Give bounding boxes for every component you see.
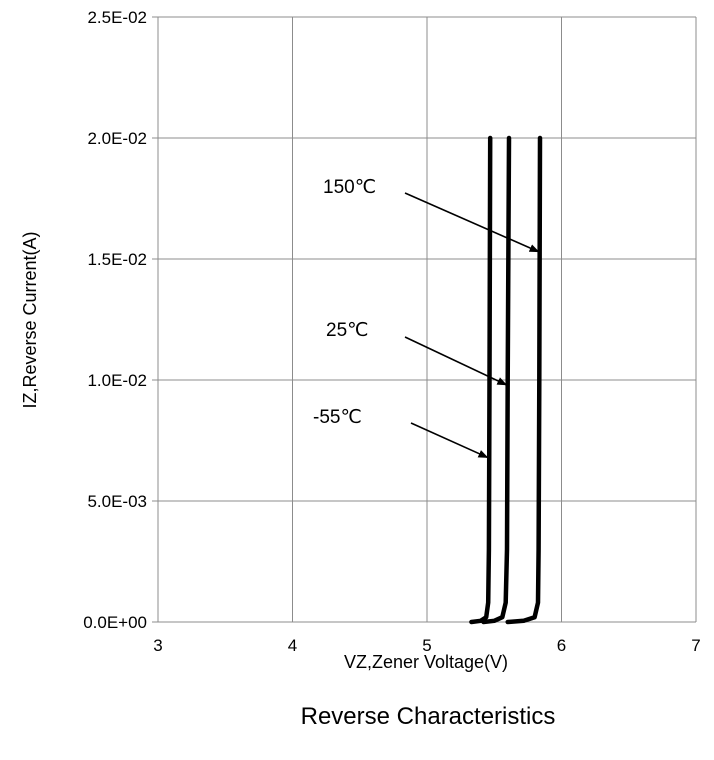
y-tick-label: 5.0E-03 — [87, 492, 147, 511]
x-tick-label: 4 — [288, 636, 297, 655]
series-line — [481, 135, 512, 625]
x-axis-title: VZ,Zener Voltage(V) — [344, 652, 508, 672]
y-axis-title: IZ,Reverse Current(A) — [20, 231, 40, 408]
x-tick-label: 6 — [557, 636, 566, 655]
tick-layer: 3 4 5 6 7 0.0E+00 5.0E-03 1.0E-02 1.5E-02 2.0E-02… — [83, 8, 701, 655]
y-tick-label: 2.5E-02 — [87, 8, 147, 27]
annotation-arrow — [404, 336, 508, 386]
y-tick-label: 1.5E-02 — [87, 250, 147, 269]
series-line — [505, 135, 543, 625]
x-tick-label: 3 — [153, 636, 162, 655]
x-tick-label: 5 — [422, 636, 431, 655]
annotation-arrow — [410, 422, 489, 459]
annotation-label: 25℃ — [326, 320, 368, 341]
annotation-layer: 150℃ 25℃ -55℃ — [313, 177, 540, 459]
annotation-arrow — [404, 192, 540, 253]
series-layer — [469, 135, 543, 625]
y-tick-label: 2.0E-02 — [87, 129, 147, 148]
grid-layer — [152, 16, 697, 623]
annotation-label: -55℃ — [313, 407, 362, 428]
y-tick-label: 0.0E+00 — [83, 613, 147, 632]
y-tick-label: 1.0E-02 — [87, 371, 147, 390]
x-tick-label: 7 — [691, 636, 700, 655]
chart-caption: Reverse Characteristics — [301, 703, 556, 730]
series-line — [469, 135, 493, 625]
annotation-label: 150℃ — [323, 177, 376, 198]
